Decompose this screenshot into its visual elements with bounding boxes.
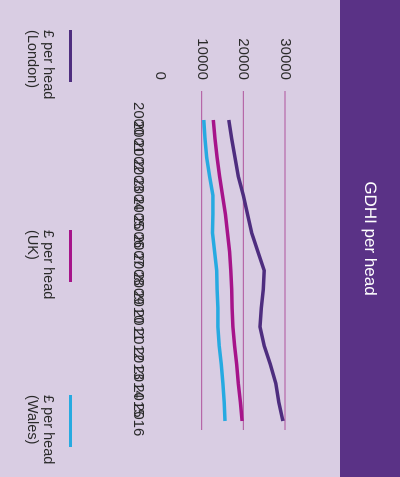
year-tick-label: 2016 (130, 403, 147, 437)
value-tick-label: 20000 (235, 38, 253, 80)
legend-swatch (69, 230, 72, 282)
legend-label: £ per head (Wales) (24, 395, 56, 465)
series-line-2 (202, 119, 227, 422)
title-band (340, 0, 400, 477)
series-line-0 (227, 119, 285, 422)
chart-title: GDHI per head (361, 181, 380, 296)
series-line-1 (211, 119, 244, 422)
legend-label: £ per head (UK) (24, 230, 56, 300)
value-tick-label: 0 (152, 71, 169, 80)
value-tick-label: 30000 (277, 38, 294, 80)
legend-swatch (69, 395, 72, 447)
legend-swatch (69, 30, 72, 82)
value-tick-label: 10000 (193, 38, 211, 80)
legend-label: £ per head (London) (24, 30, 56, 100)
